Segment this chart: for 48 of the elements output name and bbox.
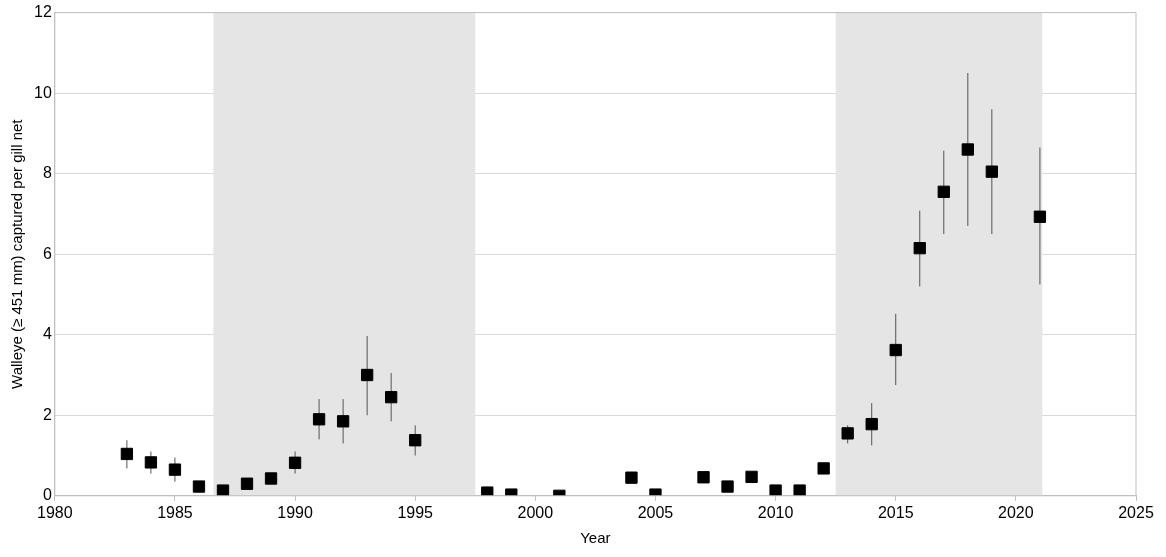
- x-tick-label: 1985: [157, 503, 193, 521]
- point: [793, 484, 806, 496]
- x-tick-label: 2020: [998, 503, 1034, 521]
- y-tick-label: 12: [34, 3, 52, 21]
- y-tick-label: 10: [34, 83, 52, 101]
- point: [865, 417, 878, 431]
- point: [144, 456, 158, 469]
- x-tick-label: 2025: [1118, 503, 1154, 521]
- x-tick-label: 2000: [517, 503, 554, 521]
- x-tick-label: 1995: [397, 503, 434, 521]
- point: [216, 484, 230, 496]
- point: [1033, 210, 1047, 223]
- point: [312, 413, 326, 426]
- point: [192, 480, 206, 493]
- point: [937, 185, 950, 198]
- point: [841, 427, 854, 440]
- point: [625, 471, 638, 484]
- point: [240, 477, 254, 490]
- y-tick-label: 6: [42, 244, 52, 262]
- y-tick-label: 0: [42, 486, 52, 504]
- point: [985, 165, 998, 178]
- point: [745, 470, 758, 484]
- point: [961, 143, 974, 156]
- point: [481, 486, 494, 496]
- point: [120, 447, 134, 461]
- point: [889, 343, 902, 357]
- point: [168, 463, 182, 476]
- point: [721, 480, 734, 493]
- x-tick-label: 1980: [37, 503, 73, 521]
- point: [913, 242, 926, 255]
- y-axis-title: Walleye (≥ 451 mm) captured per gill net: [8, 118, 26, 389]
- point: [817, 462, 830, 475]
- x-tick-label: 1990: [277, 503, 313, 521]
- x-tick-label: 2010: [757, 503, 794, 521]
- x-tick-label: 2005: [637, 503, 674, 521]
- point: [264, 472, 278, 485]
- point: [697, 471, 710, 484]
- y-tick-label: 8: [42, 164, 52, 182]
- point: [385, 390, 398, 404]
- x-tick-label: 2015: [877, 503, 914, 521]
- point: [336, 415, 350, 428]
- point: [409, 434, 422, 447]
- point: [288, 456, 302, 469]
- y-tick-label: 2: [42, 405, 52, 423]
- point: [360, 368, 374, 382]
- y-tick-label: 4: [42, 325, 52, 343]
- x-axis-title: Year: [580, 529, 611, 547]
- point: [769, 484, 782, 496]
